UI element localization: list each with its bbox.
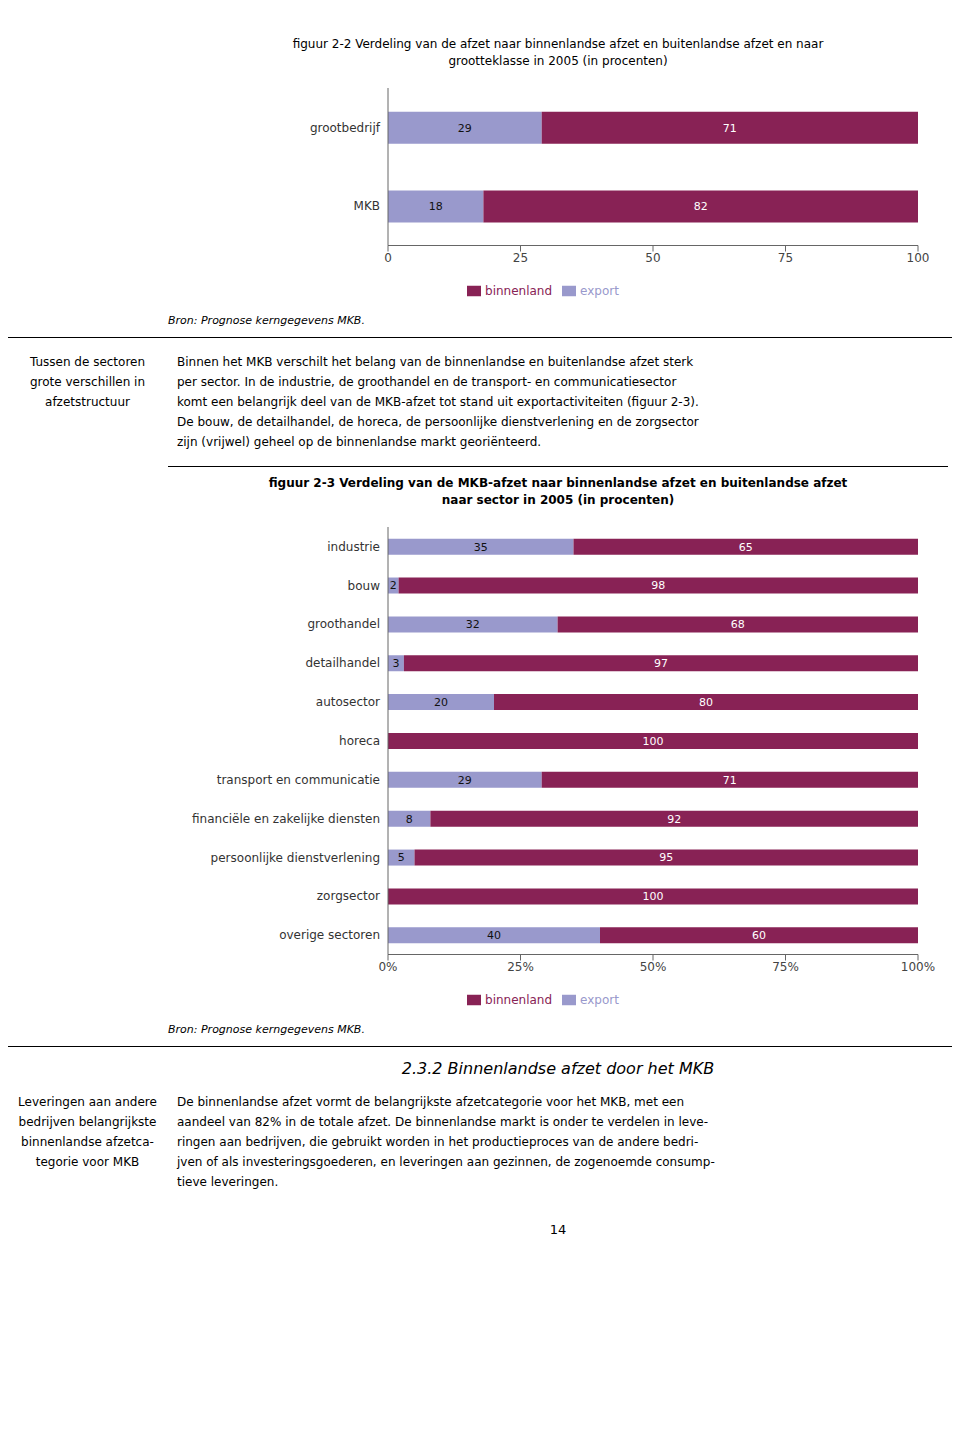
svg-text:71: 71 [723,122,737,135]
svg-text:32: 32 [466,618,480,631]
svg-text:financiële en zakelijke dienst: financiële en zakelijke diensten [192,812,380,826]
svg-text:68: 68 [731,618,745,631]
svg-text:detailhandel: detailhandel [305,656,380,670]
html-text:binnenlandse afzetca-: binnenlandse afzetca- [21,1135,154,1149]
svg-text:71: 71 [723,774,737,787]
html-text:Leveringen aan andere: Leveringen aan andere [18,1095,157,1109]
svg-text:transport en communicatie: transport en communicatie [217,773,380,787]
html-text:komt een belangrijk deel van d: komt een belangrijk deel van de MKB-afze… [177,395,699,409]
svg-text:100: 100 [907,251,930,265]
html-text:Binnen het MKB verschilt het b: Binnen het MKB verschilt het belang van … [177,355,694,369]
html-text:export: export [580,992,619,1007]
html-text:grote verschillen in: grote verschillen in [29,375,146,389]
svg-text:persoonlijke dienstverlening: persoonlijke dienstverlening [211,851,380,865]
svg-text:92: 92 [667,813,681,826]
svg-text:2: 2 [390,579,397,592]
html-text:tieve leveringen.: tieve leveringen. [177,1175,279,1189]
svg-text:60: 60 [752,929,766,942]
svg-text:65: 65 [739,541,753,554]
svg-text:75%: 75% [772,960,799,974]
svg-text:5: 5 [398,851,405,864]
html-text:De bouw, de detailhandel, de h: De bouw, de detailhandel, de horeca, de … [177,415,699,429]
svg-text:29: 29 [458,122,472,135]
html-text:figuur 2-2 Verdeling van de af: figuur 2-2 Verdeling van de afzet naar b… [292,37,824,51]
svg-text:zorgsector: zorgsector [317,889,380,903]
svg-text:100: 100 [643,735,664,748]
svg-text:18: 18 [429,200,443,213]
svg-text:50%: 50% [640,960,667,974]
svg-text:grootbedrijf: grootbedrijf [310,121,381,135]
html-text:Tussen de sectoren: Tussen de sectoren [29,355,146,369]
svg-text:horeca: horeca [339,734,380,748]
html-text:2.3.2 Binnenlandse afzet door: 2.3.2 Binnenlandse afzet door het MKB [401,1059,715,1078]
svg-text:3: 3 [392,657,399,670]
svg-text:25%: 25% [507,960,534,974]
svg-text:100%: 100% [901,960,935,974]
svg-text:groothandel: groothandel [307,617,380,631]
html-text:14: 14 [549,1222,567,1237]
svg-text:25: 25 [513,251,528,265]
svg-text:0: 0 [384,251,392,265]
html-text:binnenland: binnenland [485,992,553,1007]
svg-text:0%: 0% [378,960,397,974]
svg-text:industrie: industrie [327,540,380,554]
svg-text:35: 35 [474,541,488,554]
html-text:export: export [580,283,619,298]
svg-text:80: 80 [699,696,713,709]
html-text:ringen aan bedrijven, die gebr: ringen aan bedrijven, die gebruikt worde… [177,1135,699,1149]
svg-text:8: 8 [406,813,413,826]
html-text:binnenland: binnenland [485,283,553,298]
html-text:grootteklasse in 2005 (in proc: grootteklasse in 2005 (in procenten) [448,54,668,68]
html-text:tegorie voor MKB: tegorie voor MKB [35,1155,140,1169]
svg-text:82: 82 [694,200,708,213]
html-text:aandeel van 82% in de totale a: aandeel van 82% in de totale afzet. De b… [177,1115,708,1129]
html-text:jven of als investeringsgoeder: jven of als investeringsgoederen, en lev… [177,1155,715,1169]
svg-text:98: 98 [651,579,665,592]
svg-text:bouw: bouw [348,579,381,593]
svg-text:autosector: autosector [316,695,380,709]
html-text:per sector. In de industrie, d: per sector. In de industrie, de groothan… [177,375,677,389]
svg-text:75: 75 [778,251,793,265]
html-text:naar sector in 2005 (in procen: naar sector in 2005 (in procenten) [441,493,675,507]
html-text:Bron: Prognose kerngegevens MK: Bron: Prognose kerngegevens MKB. [168,1023,365,1036]
svg-text:MKB: MKB [354,199,380,213]
svg-text:20: 20 [434,696,448,709]
html-text:figuur 2-3 Verdeling van de MK: figuur 2-3 Verdeling van de MKB-afzet na… [268,476,848,490]
svg-text:100: 100 [643,890,664,903]
svg-text:50: 50 [645,251,660,265]
svg-text:overige sectoren: overige sectoren [279,928,380,942]
svg-text:40: 40 [487,929,501,942]
svg-text:97: 97 [654,657,668,670]
html-text:Bron: Prognose kerngegevens MK: Bron: Prognose kerngegevens MKB. [168,314,365,327]
svg-text:95: 95 [659,851,673,864]
html-text:De binnenlandse afzet vormt de: De binnenlandse afzet vormt de belangrij… [177,1095,684,1109]
html-text:zijn (vrijwel) geheel op de bi: zijn (vrijwel) geheel op de binnenlandse… [177,435,542,449]
svg-text:29: 29 [458,774,472,787]
html-text:afzetstructuur: afzetstructuur [45,395,130,409]
html-text:bedrijven belangrijkste: bedrijven belangrijkste [18,1115,157,1129]
